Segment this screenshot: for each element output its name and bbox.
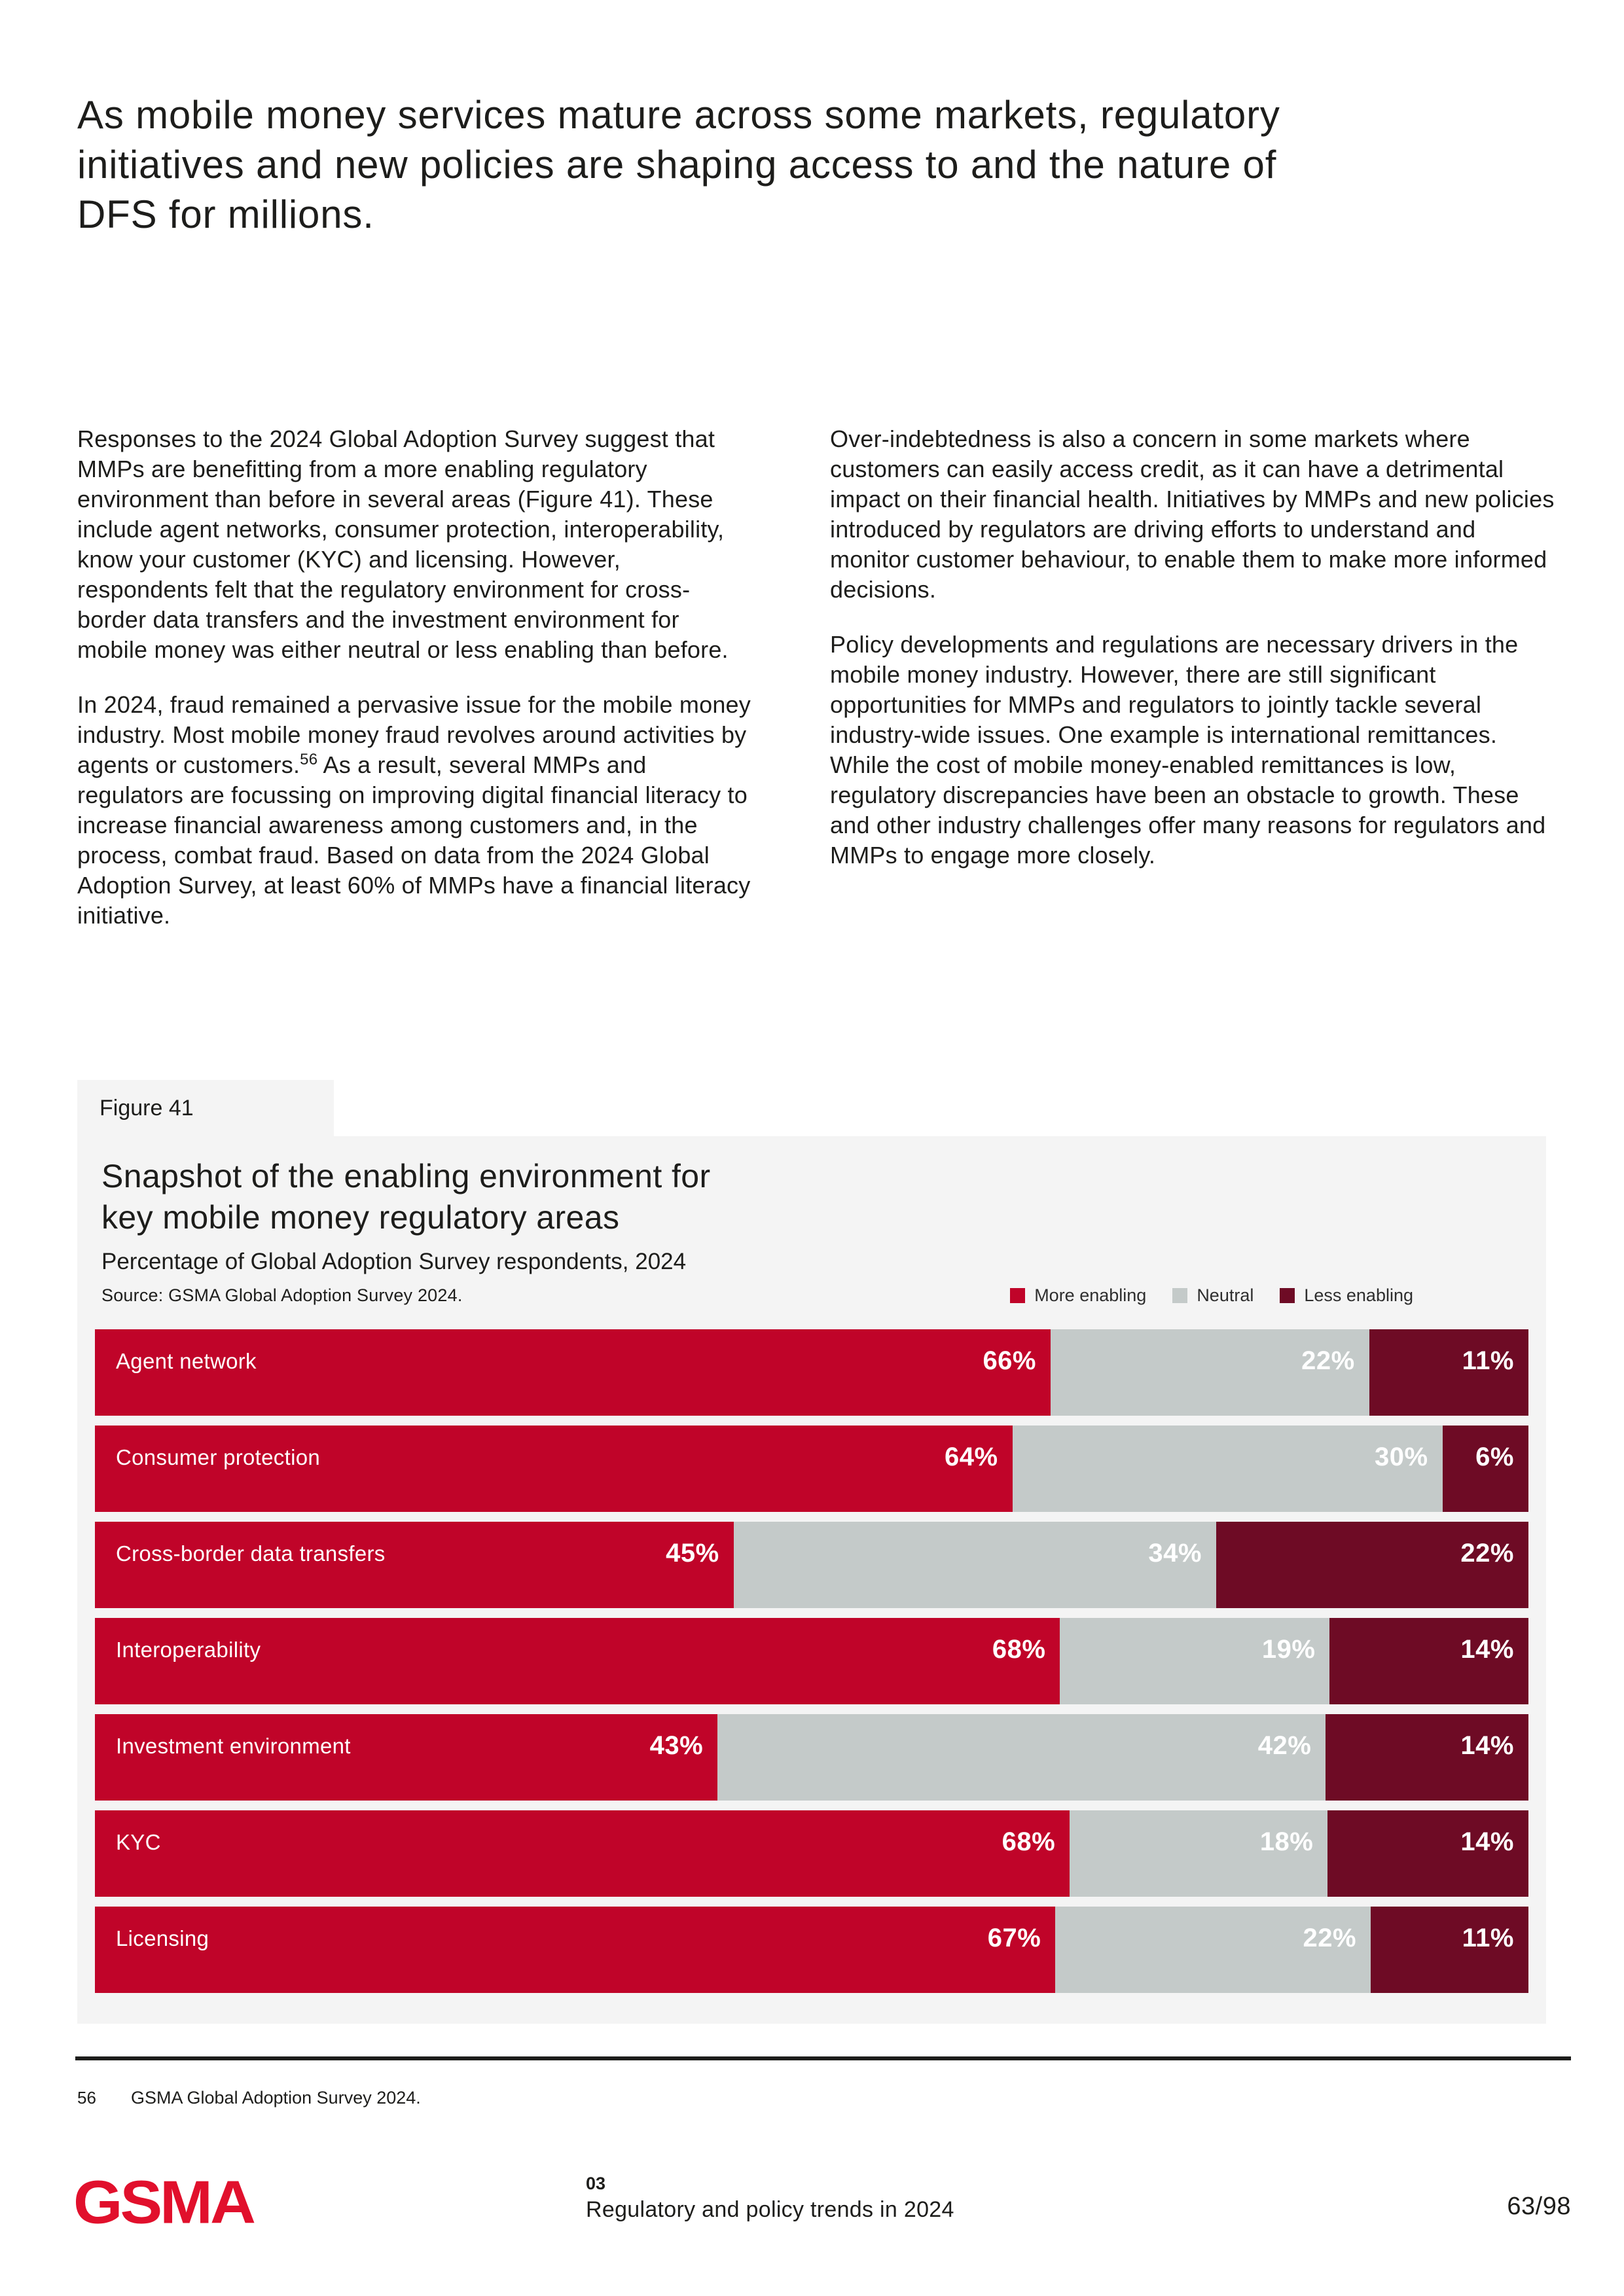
- footnote-text: GSMA Global Adoption Survey 2024.: [131, 2088, 421, 2108]
- footnote-reference: 56: [300, 751, 318, 768]
- bar-value-label: 14%: [1460, 1731, 1514, 1760]
- figure-panel: Snapshot of the enabling environment for…: [77, 1136, 1546, 2024]
- bar-segment-neutral: 22%: [1055, 1907, 1371, 1993]
- page-number: 63/98: [1507, 2193, 1571, 2220]
- bar-value-label: 22%: [1301, 1346, 1355, 1375]
- bar-segment-more-enabling: Consumer protection 64%: [95, 1426, 1013, 1512]
- bar-value-label: 22%: [1460, 1539, 1514, 1568]
- bar-value-label: 64%: [945, 1443, 998, 1471]
- paragraph: Responses to the 2024 Global Adoption Su…: [77, 425, 729, 663]
- chart-row: Consumer protection 64% 30% 6%: [95, 1426, 1528, 1512]
- bar-segment-less-enabling: 14%: [1327, 1810, 1528, 1897]
- bar-segment-less-enabling: 22%: [1216, 1522, 1528, 1608]
- figure-title: Snapshot of the enabling environment for…: [101, 1156, 1546, 1238]
- bar-segment-neutral: 22%: [1051, 1329, 1369, 1416]
- chart-row: Interoperability 68% 19% 14%: [95, 1618, 1528, 1704]
- bar-value-label: 6%: [1475, 1443, 1514, 1471]
- bar-category-label: Interoperability: [116, 1638, 261, 1662]
- bar-segment-less-enabling: 6%: [1442, 1426, 1528, 1512]
- bar-segment-neutral: 19%: [1060, 1618, 1330, 1704]
- bar-value-label: 11%: [1462, 1924, 1514, 1952]
- chart-row: Agent network 66% 22% 11%: [95, 1329, 1528, 1416]
- right-column: Over-indebtedness is also a concern in s…: [830, 424, 1557, 956]
- figure-meta-row: Source: GSMA Global Adoption Survey 2024…: [95, 1285, 1528, 1306]
- bar-segment-more-enabling: Investment environment 43%: [95, 1714, 718, 1801]
- bar-segment-neutral: 30%: [1012, 1426, 1443, 1512]
- bar-value-label: 22%: [1303, 1924, 1357, 1952]
- legend-label: Less enabling: [1304, 1285, 1413, 1305]
- bar-value-label: 30%: [1375, 1443, 1428, 1471]
- bar-segment-neutral: 42%: [717, 1714, 1326, 1801]
- bar-value-label: 68%: [992, 1635, 1046, 1664]
- bar-category-label: Agent network: [116, 1349, 257, 1373]
- left-column: Responses to the 2024 Global Adoption Su…: [77, 424, 751, 956]
- chart-row: KYC 68% 18% 14%: [95, 1810, 1528, 1897]
- gsma-logo: GSMA: [73, 2168, 256, 2236]
- heading-line: DFS for millions.: [77, 192, 374, 237]
- bar-segment-less-enabling: 11%: [1371, 1907, 1528, 1993]
- legend-swatch: [1280, 1288, 1295, 1303]
- bar-segment-neutral: 34%: [733, 1522, 1216, 1608]
- bar-segment-more-enabling: Cross-border data transfers 45%: [95, 1522, 734, 1608]
- figure-label-text: Figure 41: [99, 1095, 194, 1121]
- footnote: 56 GSMA Global Adoption Survey 2024.: [77, 2088, 421, 2108]
- chart-legend: More enabling Neutral Less enabling: [1010, 1285, 1413, 1306]
- body-columns: Responses to the 2024 Global Adoption Su…: [77, 424, 1557, 956]
- figure-title-line: Snapshot of the enabling environment for: [101, 1158, 711, 1194]
- legend-swatch: [1172, 1288, 1188, 1303]
- legend-item: Less enabling: [1280, 1285, 1413, 1306]
- bar-segment-less-enabling: 14%: [1329, 1618, 1528, 1704]
- heading-line: As mobile money services mature across s…: [77, 93, 1280, 137]
- paragraph: Policy developments and regulations are …: [830, 631, 1546, 869]
- bar-category-label: Licensing: [116, 1926, 209, 1950]
- figure-label: Figure 41: [77, 1080, 334, 1136]
- chart-rows: Agent network 66% 22% 11% Consumer protectio…: [95, 1329, 1528, 1993]
- footnote-divider: [75, 2056, 1571, 2060]
- bar-value-label: 14%: [1460, 1635, 1514, 1664]
- bar-value-label: 42%: [1257, 1731, 1312, 1760]
- bar-value-label: 43%: [649, 1731, 704, 1760]
- bar-value-label: 19%: [1261, 1635, 1316, 1664]
- legend-label: Neutral: [1197, 1285, 1254, 1305]
- bar-category-label: Consumer protection: [116, 1445, 321, 1469]
- bar-category-label: Investment environment: [116, 1734, 351, 1758]
- bar-segment-more-enabling: KYC 68%: [95, 1810, 1070, 1897]
- bar-value-label: 66%: [983, 1346, 1036, 1375]
- paragraph-text: As a result, several MMPs and regulators…: [77, 751, 751, 929]
- legend-item: More enabling: [1010, 1285, 1146, 1306]
- legend-item: Neutral: [1172, 1285, 1254, 1306]
- legend-swatch: [1010, 1288, 1026, 1303]
- bar-value-label: 11%: [1462, 1346, 1514, 1375]
- bar-category-label: KYC: [116, 1830, 161, 1854]
- chapter-title: Regulatory and policy trends in 2024: [586, 2197, 954, 2222]
- legend-label: More enabling: [1034, 1285, 1147, 1305]
- bar-value-label: 68%: [1001, 1827, 1056, 1856]
- chapter-number: 03: [586, 2174, 606, 2193]
- bar-segment-neutral: 18%: [1070, 1810, 1328, 1897]
- bar-segment-more-enabling: Agent network 66%: [95, 1329, 1051, 1416]
- figure-source: Source: GSMA Global Adoption Survey 2024…: [101, 1285, 463, 1305]
- bar-category-label: Cross-border data transfers: [116, 1541, 386, 1566]
- bar-segment-more-enabling: Interoperability 68%: [95, 1618, 1060, 1704]
- bar-value-label: 14%: [1460, 1827, 1514, 1856]
- chart-row: Licensing 67% 22% 11%: [95, 1907, 1528, 1993]
- bar-value-label: 18%: [1259, 1827, 1314, 1856]
- footnote-number: 56: [77, 2088, 96, 2108]
- page-heading: As mobile money services mature across s…: [77, 90, 1570, 240]
- bar-value-label: 45%: [666, 1539, 719, 1568]
- chart-row: Cross-border data transfers 45% 34% 22%: [95, 1522, 1528, 1608]
- figure-subtitle: Percentage of Global Adoption Survey res…: [101, 1249, 687, 1274]
- heading-line: initiatives and new policies are shaping…: [77, 143, 1277, 187]
- paragraph: In 2024, fraud remained a pervasive issu…: [77, 690, 751, 931]
- chart-row: Investment environment 43% 42% 14%: [95, 1714, 1528, 1801]
- paragraph: Over-indebtedness is also a concern in s…: [830, 425, 1555, 603]
- bar-value-label: 34%: [1148, 1539, 1202, 1568]
- bar-segment-less-enabling: 11%: [1369, 1329, 1528, 1416]
- bar-segment-less-enabling: 14%: [1326, 1714, 1528, 1801]
- paragraph-text: In 2024, fraud remained a pervasive issu…: [77, 691, 751, 778]
- figure-title-line: key mobile money regulatory areas: [101, 1199, 620, 1236]
- footer-chapter: 03 Regulatory and policy trends in 2024: [586, 2173, 954, 2223]
- bar-value-label: 67%: [987, 1924, 1041, 1952]
- bar-segment-more-enabling: Licensing 67%: [95, 1907, 1056, 1993]
